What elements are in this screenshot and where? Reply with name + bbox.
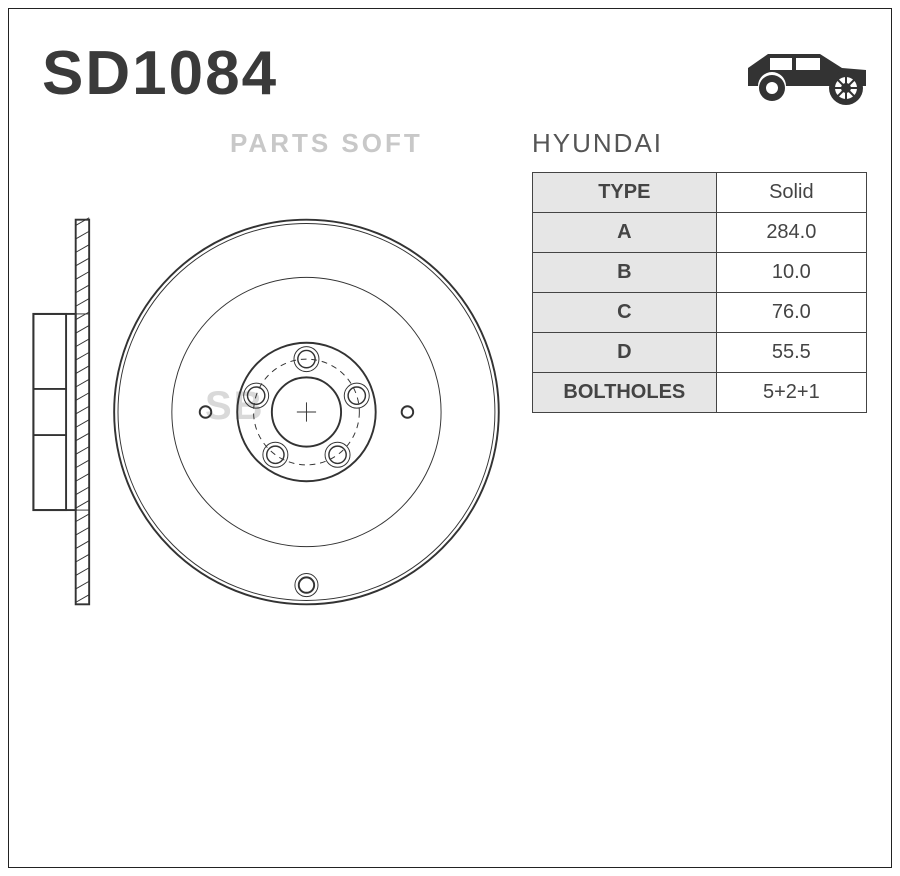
brand-label: HYUNDAI [532,128,663,159]
brake-disc-diagram [18,172,518,652]
spec-label: D [533,333,717,373]
spec-table: TYPESolidA284.0B10.0C76.0D55.5BOLTHOLES5… [532,172,867,413]
spec-value: 55.5 [716,333,866,373]
table-row: A284.0 [533,213,867,253]
spec-label: TYPE [533,173,717,213]
car-rear-wheel-icon [742,36,872,116]
table-row: B10.0 [533,253,867,293]
spec-label: BOLTHOLES [533,373,717,413]
spec-value: Solid [716,173,866,213]
table-row: C76.0 [533,293,867,333]
spec-value: 5+2+1 [716,373,866,413]
spec-label: B [533,253,717,293]
spec-label: C [533,293,717,333]
spec-value: 10.0 [716,253,866,293]
spec-value: 284.0 [716,213,866,253]
spec-label: A [533,213,717,253]
table-row: TYPESolid [533,173,867,213]
spec-value: 76.0 [716,293,866,333]
part-number-title: SD1084 [42,38,278,109]
table-row: BOLTHOLES5+2+1 [533,373,867,413]
table-row: D55.5 [533,333,867,373]
watermark-text: PARTS SOFT [230,128,423,159]
